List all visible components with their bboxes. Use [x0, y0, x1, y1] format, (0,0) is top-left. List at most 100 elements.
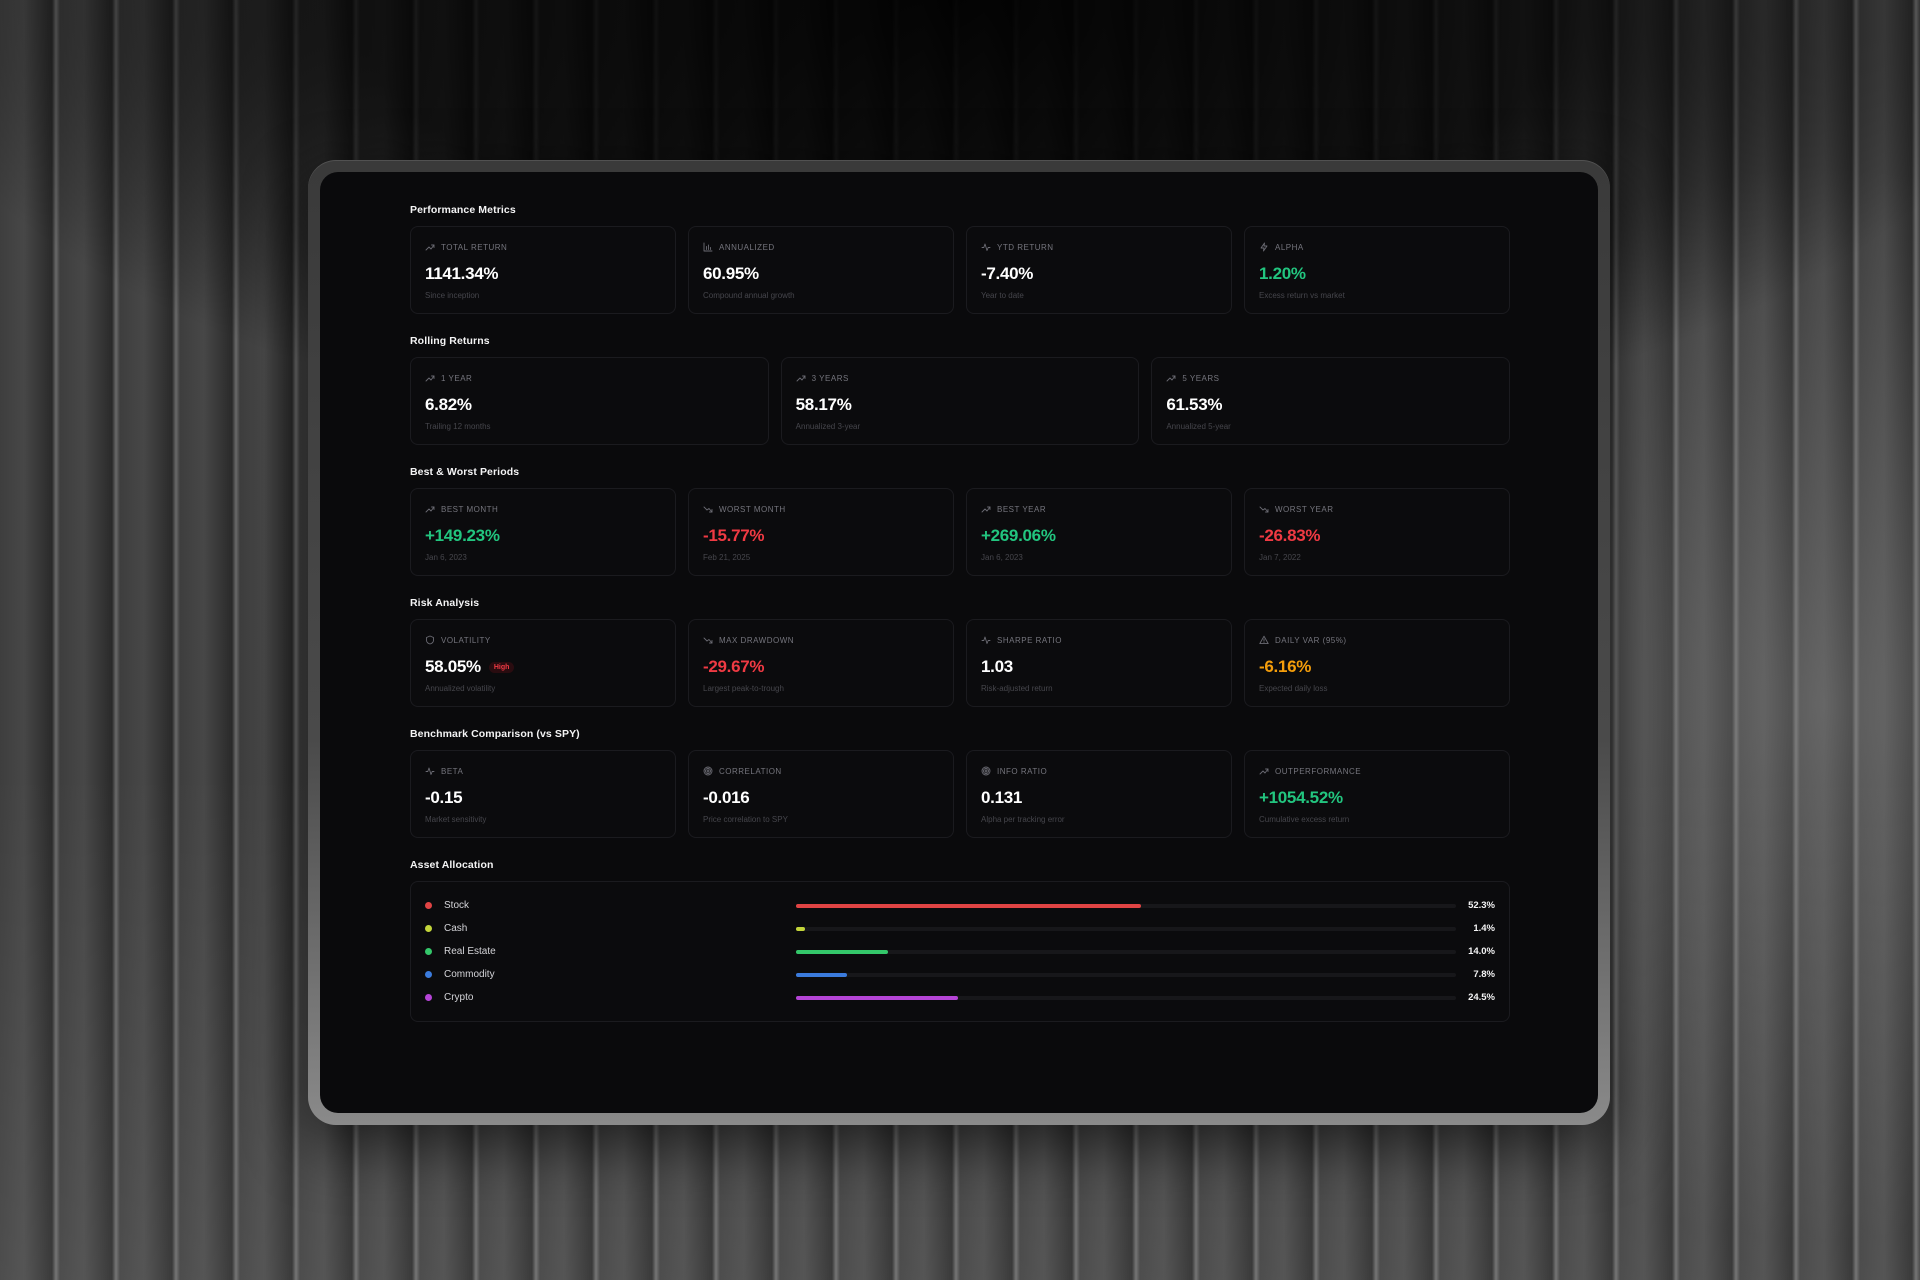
allocation-name: Cash: [444, 923, 468, 934]
stock-dot-icon: [425, 902, 432, 909]
metric-card-worst-month: WORST MONTH -15.77% Feb 21, 2025: [688, 488, 954, 576]
metric-card-alpha: ALPHA 1.20% Excess return vs market: [1244, 226, 1510, 314]
card-label: 1 YEAR: [441, 373, 473, 383]
allocation-bar-fill: [796, 972, 848, 977]
card-label: BEST MONTH: [441, 504, 499, 514]
card-value-row: 1.03: [981, 656, 1217, 678]
card-value: -26.83%: [1259, 526, 1321, 545]
activity-icon: [981, 242, 991, 252]
allocation-bar-track: [796, 972, 1456, 977]
allocation-row-stock: Stock 52.3%: [425, 894, 1495, 917]
card-header: BEST MONTH: [425, 503, 661, 515]
card-value: -7.40%: [981, 264, 1034, 283]
metric-card-info-ratio: INFO RATIO 0.131 Alpha per tracking error: [966, 750, 1232, 838]
crypto-dot-icon: [425, 994, 432, 1001]
card-value: -15.77%: [703, 526, 765, 545]
card-value-row: -0.016: [703, 787, 939, 809]
metric-card-outperformance: OUTPERFORMANCE +1054.52% Cumulative excess…: [1244, 750, 1510, 838]
card-header: YTD RETURN: [981, 241, 1217, 253]
card-value-row: 58.05% High: [425, 656, 661, 678]
cash-dot-icon: [425, 925, 432, 932]
card-value-row: 0.131: [981, 787, 1217, 809]
card-subtitle: Jan 6, 2023: [425, 553, 467, 562]
allocation-percent: 52.3%: [1468, 900, 1495, 911]
activity-icon: [425, 766, 435, 776]
card-value-row: -7.40%: [981, 263, 1217, 285]
risk-level-badge: High: [488, 661, 515, 673]
card-header: ANNUALIZED: [703, 241, 939, 253]
allocation-bar-track: [796, 926, 1456, 931]
metric-card-sharpe-ratio: SHARPE RATIO 1.03 Risk-adjusted return: [966, 619, 1232, 707]
card-value: -0.016: [703, 788, 750, 807]
card-header: CORRELATION: [703, 765, 939, 777]
card-label: OUTPERFORMANCE: [1275, 766, 1362, 776]
card-subtitle: Jan 6, 2023: [981, 553, 1023, 562]
card-value-row: +1054.52%: [1259, 787, 1495, 809]
allocation-bar-track: [796, 949, 1456, 954]
zap-icon: [1259, 242, 1269, 252]
allocation-bar-fill: [796, 949, 889, 954]
card-subtitle: Cumulative excess return: [1259, 815, 1350, 824]
card-value-row: 6.82%: [425, 394, 754, 416]
card-label: CORRELATION: [719, 766, 782, 776]
card-subtitle: Annualized 3-year: [795, 422, 861, 431]
card-label: SHARPE RATIO: [997, 635, 1062, 645]
allocation-bar-track: [796, 903, 1456, 908]
card-label: DAILY VAR (95%): [1275, 635, 1347, 645]
metric-card-best-month: BEST MONTH +149.23% Jan 6, 2023: [410, 488, 676, 576]
card-subtitle: Feb 21, 2025: [703, 553, 751, 562]
card-subtitle: Compound annual growth: [703, 291, 795, 300]
trending-up-icon: [981, 504, 991, 514]
card-label: 3 YEARS: [811, 373, 849, 383]
card-subtitle: Expected daily loss: [1259, 684, 1328, 693]
card-label: BETA: [441, 766, 464, 776]
card-value: +1054.52%: [1259, 788, 1343, 807]
card-header: ALPHA: [1259, 241, 1495, 253]
card-value: +269.06%: [981, 526, 1056, 545]
card-header: MAX DRAWDOWN: [703, 634, 939, 646]
allocation-name: Commodity: [444, 969, 495, 980]
card-subtitle: Jan 7, 2022: [1259, 553, 1301, 562]
card-label: WORST MONTH: [719, 504, 786, 514]
card-value: -29.67%: [703, 657, 765, 676]
card-header: 1 YEAR: [425, 372, 754, 384]
activity-icon: [981, 635, 991, 645]
card-subtitle: Trailing 12 months: [425, 422, 491, 431]
card-header: BETA: [425, 765, 661, 777]
device-frame: Performance Metrics TOTAL RETURN 1141.34%…: [308, 160, 1610, 1125]
card-value-row: 61.53%: [1166, 394, 1495, 416]
card-subtitle: Largest peak-to-trough: [703, 684, 784, 693]
allocation-bar-fill: [796, 995, 958, 1000]
real-estate-dot-icon: [425, 948, 432, 955]
card-header: OUTPERFORMANCE: [1259, 765, 1495, 777]
card-subtitle: Market sensitivity: [425, 815, 487, 824]
card-value-row: -15.77%: [703, 525, 939, 547]
card-value-row: -0.15: [425, 787, 661, 809]
card-value-row: +149.23%: [425, 525, 661, 547]
bar-chart-icon: [703, 242, 713, 252]
allocation-card: Stock 52.3% Cash 1.4% Real Estate 14.0%: [410, 881, 1510, 1022]
metrics-dashboard: Performance Metrics TOTAL RETURN 1141.34%…: [410, 192, 1510, 1022]
target-icon: [703, 766, 713, 776]
card-header: SHARPE RATIO: [981, 634, 1217, 646]
card-value: 58.05%: [425, 657, 481, 676]
card-value: 1.03: [981, 657, 1013, 676]
card-header: WORST YEAR: [1259, 503, 1495, 515]
metric-card-3-years: 3 YEARS 58.17% Annualized 3-year: [780, 357, 1140, 445]
card-subtitle: Annualized volatility: [425, 684, 496, 693]
card-value: 1141.34%: [425, 264, 499, 283]
card-subtitle: Annualized 5-year: [1166, 422, 1231, 431]
section-title-performance: Performance Metrics: [410, 204, 516, 216]
card-header: BEST YEAR: [981, 503, 1217, 515]
card-label: ALPHA: [1275, 242, 1304, 252]
metric-card-volatility: VOLATILITY 58.05% High Annualized volatilit…: [410, 619, 676, 707]
metric-card-beta: BETA -0.15 Market sensitivity: [410, 750, 676, 838]
allocation-name: Stock: [444, 900, 470, 911]
card-header: 3 YEARS: [796, 372, 1125, 384]
dashboard-screen: Performance Metrics TOTAL RETURN 1141.34%…: [320, 172, 1598, 1113]
card-value: 1.20%: [1259, 264, 1306, 283]
card-value: 58.17%: [795, 395, 852, 414]
metric-card-total-return: TOTAL RETURN 1141.34% Since inception: [410, 226, 676, 314]
allocation-bar-fill: [796, 903, 1142, 908]
card-subtitle: Risk-adjusted return: [981, 684, 1053, 693]
